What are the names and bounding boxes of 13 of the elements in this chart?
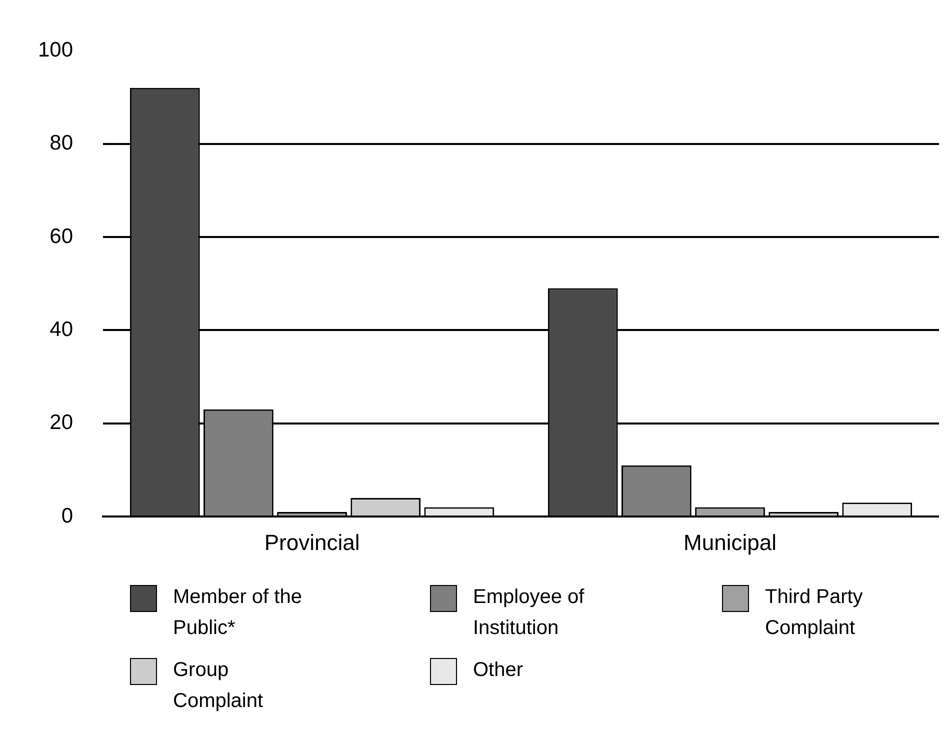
x-tick-label: Provincial [264, 530, 360, 555]
legend-label: Employee of Institution [473, 585, 586, 641]
y-tick-label: 60 [50, 224, 74, 248]
y-tick-label: 0 [61, 504, 74, 528]
x-tick-label: Municipal [684, 530, 776, 555]
legend-label: Third Party Complaint [765, 585, 864, 641]
legend-label: Group Complaint [173, 658, 264, 714]
y-tick-label: 100 [38, 38, 74, 62]
legend-label: Other [473, 658, 524, 683]
y-tick-label: 20 [50, 411, 74, 434]
y-tick-label: 80 [50, 132, 74, 155]
y-tick-label: 40 [50, 318, 74, 341]
legend-label: Member of the Public* [173, 585, 303, 641]
